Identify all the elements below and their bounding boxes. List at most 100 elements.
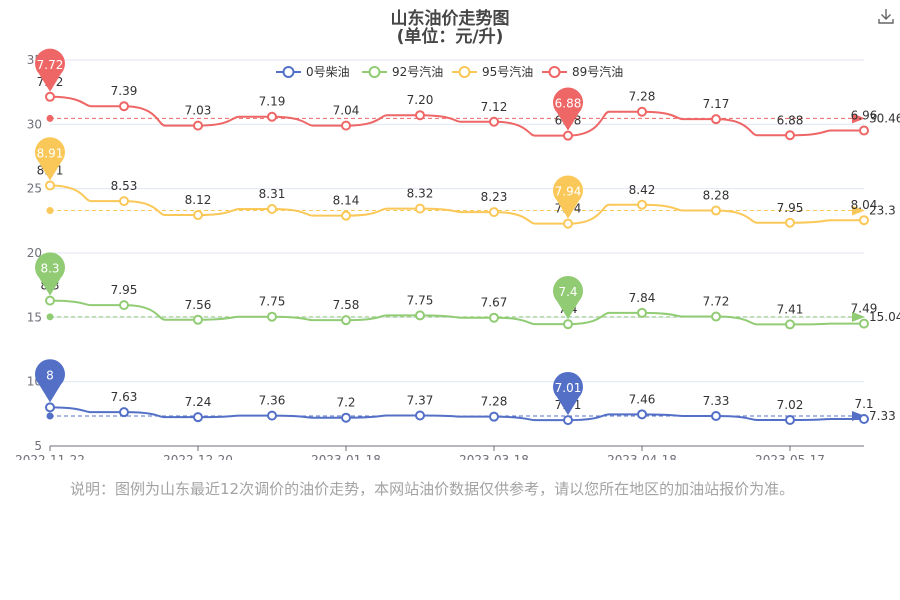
data-label: 7.46 [629, 392, 656, 406]
legend-item: 95号汽油 [482, 64, 533, 79]
data-point [785, 130, 795, 141]
min-marker-pin: 7.94 [553, 175, 583, 219]
data-point [489, 411, 499, 422]
min-marker-pin: 7.4 [553, 275, 583, 320]
data-point [637, 307, 647, 318]
data-label: 7.95 [111, 283, 138, 297]
data-point [341, 412, 351, 423]
legend-marker [458, 66, 471, 78]
series-line [49, 184, 864, 225]
svg-text:6.88: 6.88 [555, 97, 582, 111]
data-label: 7.67 [481, 296, 508, 310]
data-label: 7.75 [259, 295, 286, 309]
data-label: 8.42 [629, 183, 656, 197]
data-point [45, 295, 55, 306]
average-label: 23.3 [869, 204, 896, 218]
data-label: 7.39 [111, 84, 138, 98]
chart-title: 山东油价走势图 [390, 9, 510, 29]
data-point [267, 311, 277, 322]
data-point [341, 120, 351, 131]
average-label: 7.33 [869, 409, 896, 423]
x-tick-label: 2022-12-20 [163, 453, 233, 460]
data-label: 7.12 [481, 100, 508, 114]
data-label: 7.33 [703, 394, 730, 408]
svg-text:7.4: 7.4 [558, 285, 577, 299]
data-point [637, 106, 647, 117]
min-marker-pin: 6.88 [553, 87, 583, 131]
x-tick-label: 2022-11-22 [15, 453, 85, 460]
data-point [45, 402, 55, 413]
data-point [415, 310, 425, 321]
y-tick-label: 15 [27, 310, 42, 324]
data-point [415, 410, 425, 421]
legend-item: 92号汽油 [392, 64, 443, 79]
data-label: 7.17 [703, 97, 730, 111]
data-point [193, 210, 203, 221]
data-label: 8.14 [333, 194, 360, 208]
x-tick-label: 2023-05-17 [755, 453, 825, 460]
data-label: 7.72 [703, 295, 730, 309]
data-label: 8.28 [703, 189, 730, 203]
data-point [267, 111, 277, 122]
series-line [49, 299, 864, 326]
series-line [49, 95, 864, 137]
data-label: 7.02 [777, 398, 804, 412]
legend: 0号柴油 92号汽油 95号汽油 89号汽油 [276, 64, 623, 79]
data-label: 7.2 [336, 396, 355, 410]
legend-item: 89号汽油 [572, 64, 623, 79]
svg-text:7.72: 7.72 [37, 58, 64, 72]
max-marker-pin: 8 [35, 359, 65, 403]
data-point [489, 116, 499, 127]
data-label: 8.23 [481, 190, 508, 204]
svg-text:8.3: 8.3 [40, 262, 59, 276]
data-point [341, 210, 351, 221]
data-label: 7.04 [333, 104, 360, 118]
data-point [563, 415, 573, 426]
data-point [341, 315, 351, 326]
data-point [119, 407, 129, 418]
data-point [859, 125, 869, 136]
data-point [119, 196, 129, 207]
data-point [637, 199, 647, 210]
svg-text:8: 8 [46, 368, 54, 382]
data-label: 7.63 [111, 390, 138, 404]
average-arrow [852, 311, 865, 322]
download-icon[interactable] [876, 6, 896, 26]
data-label: 7.28 [629, 90, 656, 104]
min-marker-pin: 7.01 [553, 371, 583, 416]
data-label: 7.36 [259, 394, 286, 408]
data-point [45, 180, 55, 191]
data-point [563, 319, 573, 330]
data-label: 7.1 [854, 397, 873, 411]
data-label: 7.20 [407, 93, 434, 107]
data-label: 7.28 [481, 395, 508, 409]
data-point [119, 101, 129, 112]
data-point [563, 218, 573, 229]
data-label: 8.53 [111, 179, 138, 193]
data-label: 7.41 [777, 302, 804, 316]
data-point [45, 91, 55, 102]
data-label: 8.12 [185, 193, 212, 207]
data-point [489, 207, 499, 218]
data-point [711, 114, 721, 125]
data-point [193, 120, 203, 131]
data-point [267, 203, 277, 214]
data-point [711, 311, 721, 322]
data-label: 8.04 [851, 198, 878, 212]
data-label: 7.19 [259, 95, 286, 109]
max-marker-pin: 7.72 [35, 48, 65, 92]
max-marker-pin: 8.91 [35, 137, 65, 181]
data-point [489, 312, 499, 323]
data-label: 8.31 [259, 187, 286, 201]
data-label: 7.49 [851, 302, 878, 316]
data-label: 7.84 [629, 291, 656, 305]
data-point [785, 415, 795, 426]
y-tick-label: 5 [34, 439, 42, 453]
data-point [193, 412, 203, 423]
legend-item: 0号柴油 [306, 65, 350, 79]
average-arrow [852, 205, 865, 216]
x-tick-label: 2023-01-18 [311, 453, 381, 460]
legend-marker [282, 66, 295, 78]
data-label: 6.96 [851, 109, 878, 123]
